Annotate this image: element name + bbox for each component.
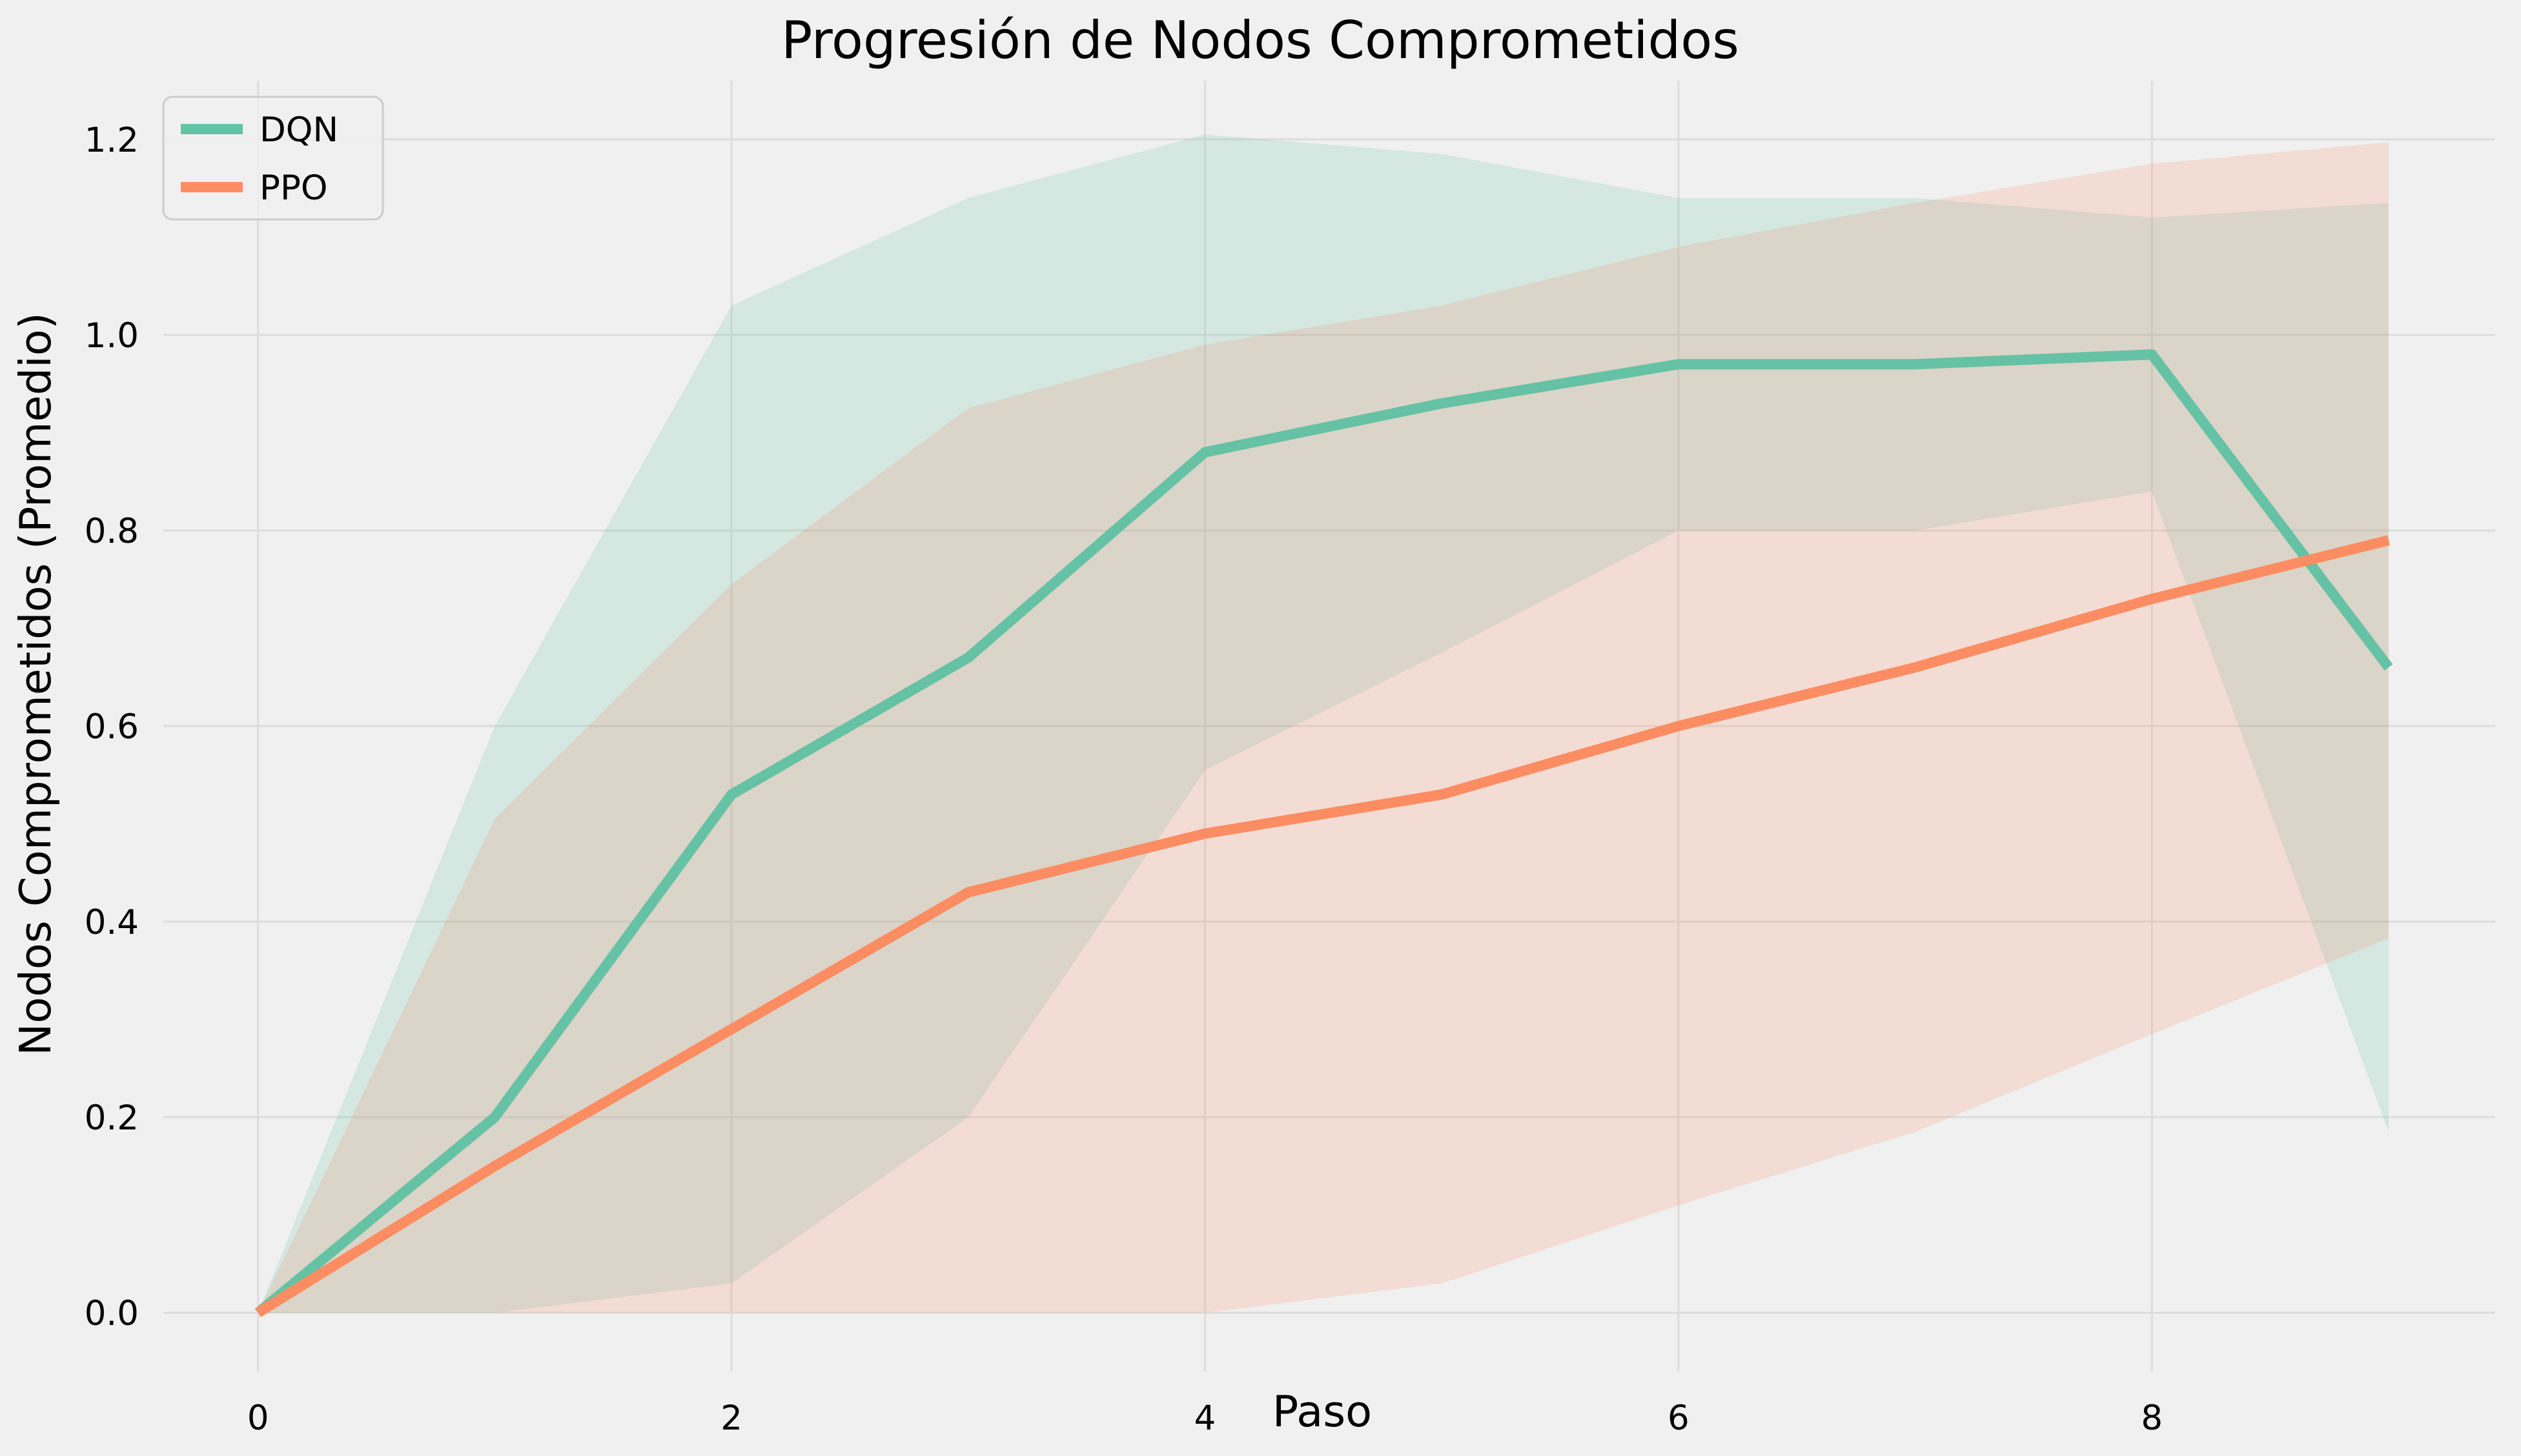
data-point-ppo-5	[1436, 789, 1447, 800]
x-tick-label-2: 4	[1194, 1399, 1216, 1438]
legend-label-dqn: DQN	[260, 110, 338, 150]
data-point-dqn-4	[1199, 447, 1210, 458]
y-tick-label-2: 0.4	[85, 903, 139, 942]
legend: DQN PPO	[162, 96, 384, 221]
data-point-dqn-6	[1673, 359, 1684, 369]
x-tick-label-1: 2	[720, 1399, 742, 1438]
confidence-bands	[258, 134, 2389, 1313]
x-tick-label-4: 8	[2141, 1399, 2163, 1438]
y-axis-label: Nodos Comprometidos (Promedio)	[10, 312, 61, 1056]
data-point-ppo-1	[489, 1161, 500, 1171]
data-point-ppo-0	[253, 1308, 263, 1318]
data-point-ppo-2	[726, 1024, 737, 1035]
x-tick-label-3: 6	[1668, 1399, 1689, 1438]
data-point-dqn-1	[489, 1112, 500, 1122]
data-point-dqn-7	[1910, 359, 1921, 369]
data-point-dqn-3	[963, 652, 974, 663]
series-lines	[253, 349, 2394, 1318]
data-point-ppo-3	[963, 887, 974, 898]
data-point-ppo-4	[1199, 829, 1210, 839]
y-tick-label-6: 1.2	[85, 121, 139, 160]
data-point-ppo-9	[2383, 535, 2394, 545]
tick-labels: 0 2 4 6 8 0.0 0.2 0.4 0.6 0.8 1.0 1.2	[85, 121, 2163, 1438]
data-point-dqn-2	[726, 789, 737, 800]
chart-title: Progresión de Nodos Comprometidos	[781, 10, 1739, 70]
series-line-dqn	[254, 349, 2393, 1317]
band-dqn	[258, 134, 2389, 1313]
grid-lines	[163, 81, 2495, 1371]
series-line-ppo	[255, 535, 2390, 1317]
y-tick-label-1: 0.2	[85, 1098, 139, 1138]
y-tick-label-5: 1.0	[85, 316, 139, 356]
y-tick-label-3: 0.6	[85, 707, 139, 747]
y-tick-label-0: 0.0	[85, 1294, 139, 1333]
x-tick-label-0: 0	[247, 1399, 269, 1438]
y-tick-label-4: 0.8	[85, 512, 139, 551]
data-point-ppo-7	[1910, 662, 1921, 672]
data-point-dqn-8	[2147, 349, 2157, 359]
data-point-ppo-8	[2147, 594, 2157, 604]
data-point-dqn-5	[1436, 398, 1447, 409]
data-point-dqn-9	[2383, 662, 2394, 672]
x-axis-label: Paso	[1272, 1386, 1372, 1437]
legend-label-ppo: PPO	[260, 168, 328, 208]
band-ppo	[258, 142, 2389, 1313]
data-point-ppo-6	[1673, 721, 1684, 731]
